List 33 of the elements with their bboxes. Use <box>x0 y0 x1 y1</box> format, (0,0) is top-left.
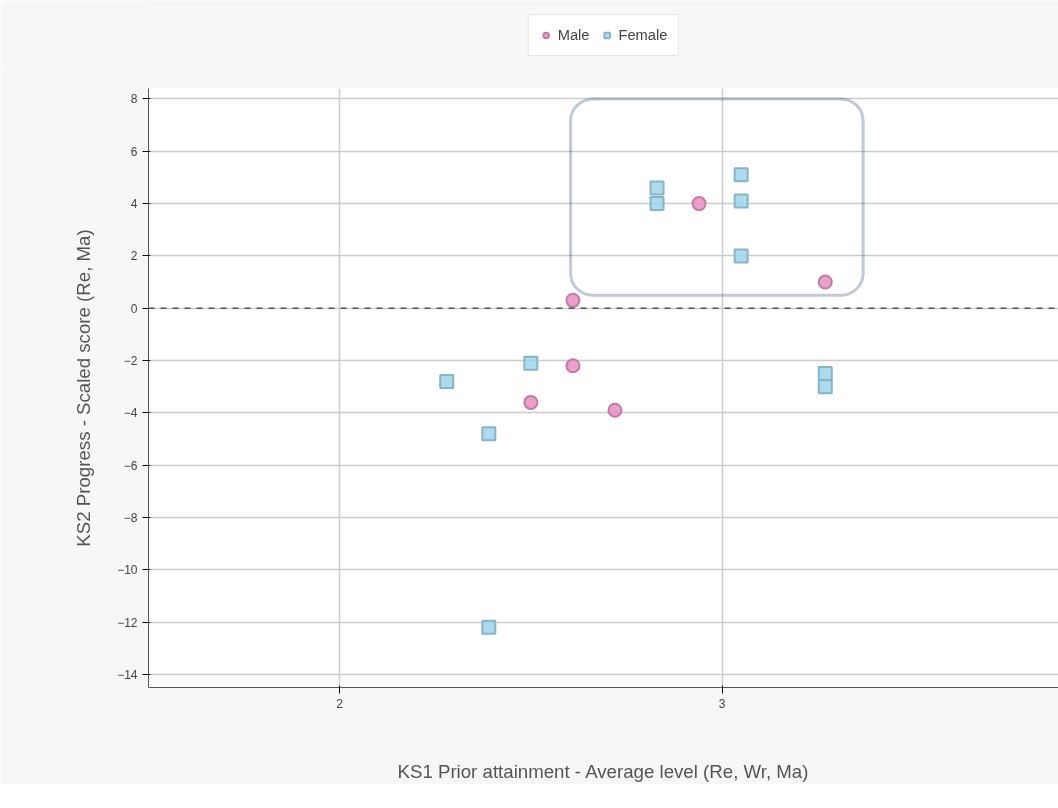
point <box>565 358 581 374</box>
y-tick-label: 8 <box>130 92 138 107</box>
y-tick-label: 0 <box>130 301 138 316</box>
point <box>691 196 707 212</box>
point <box>649 180 665 196</box>
point <box>565 292 581 308</box>
point <box>607 402 623 418</box>
point <box>523 355 539 371</box>
point <box>481 619 497 635</box>
point <box>439 373 455 389</box>
y-tick-label: 4 <box>130 197 138 212</box>
y-tick-label: −6 <box>123 458 138 473</box>
y-tick-label: −10 <box>117 563 138 578</box>
point <box>481 426 497 442</box>
point <box>523 394 539 410</box>
point <box>733 193 749 209</box>
y-axis-title: KS2 Progress - Scaled score (Re, Ma) <box>73 229 95 547</box>
legend-label: Female <box>618 27 668 43</box>
y-tick-label: 2 <box>130 249 138 264</box>
x-tick-label: 3 <box>718 696 726 711</box>
point <box>733 248 749 264</box>
point <box>817 379 833 395</box>
y-tick-label: −12 <box>117 615 138 630</box>
y-tick-label: −4 <box>123 406 138 421</box>
point <box>649 196 665 212</box>
y-tick-label: −2 <box>123 354 138 369</box>
point <box>733 167 749 183</box>
y-tick-label: −14 <box>117 667 138 682</box>
legend-label: Male <box>557 27 590 43</box>
y-tick-label: 6 <box>130 144 138 159</box>
point <box>817 274 833 290</box>
y-tick-label: −8 <box>123 510 138 525</box>
x-axis-title: KS1 Prior attainment - Average level (Re, Wr, Ma) <box>397 760 809 782</box>
